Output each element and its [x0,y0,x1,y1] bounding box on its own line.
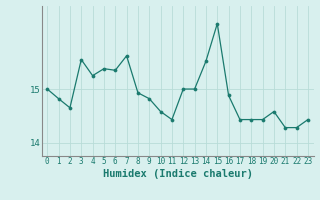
X-axis label: Humidex (Indice chaleur): Humidex (Indice chaleur) [103,169,252,179]
